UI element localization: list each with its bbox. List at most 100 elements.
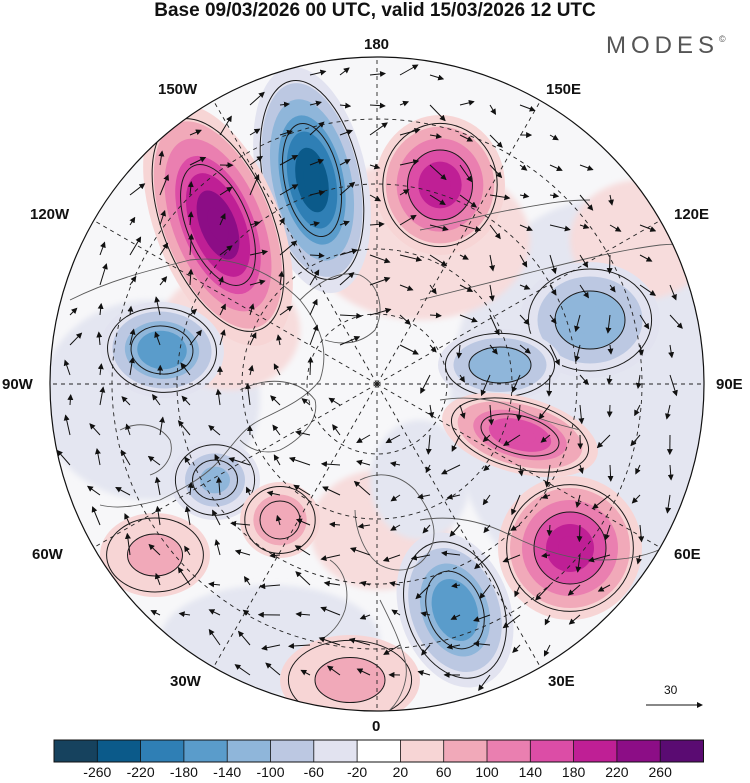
wind-vector	[97, 363, 104, 376]
wind-vector	[300, 669, 311, 676]
wind-vector	[391, 609, 401, 616]
coastline	[379, 599, 407, 711]
anomaly-contour	[244, 486, 316, 554]
meridian-line	[211, 383, 378, 671]
wind-vector	[188, 233, 195, 256]
wind-vector	[180, 362, 191, 376]
wind-vector	[541, 552, 551, 559]
wind-vector	[295, 430, 311, 436]
wind-vector	[446, 643, 461, 650]
anomaly-contour-inner	[314, 657, 386, 703]
wind-vector	[369, 307, 392, 316]
wind-vector	[473, 640, 491, 647]
wind-vector	[429, 224, 449, 232]
wind-vector	[382, 554, 401, 562]
wind-vector	[459, 164, 473, 183]
wind-vector-layer	[56, 64, 683, 692]
wind-vector	[189, 157, 207, 166]
wind-vector	[489, 164, 503, 179]
colorbar-label: -20	[346, 764, 368, 780]
wind-vector	[429, 312, 442, 319]
wind-vector	[357, 522, 371, 529]
wind-vector	[638, 524, 645, 543]
meridian-line	[376, 383, 543, 671]
coastline	[419, 199, 591, 231]
colorbar-swatch	[140, 740, 185, 762]
anomaly-band	[149, 340, 175, 360]
wind-vector	[483, 524, 491, 534]
wind-vector	[214, 453, 221, 466]
vector-scale-label: 30	[664, 683, 678, 697]
wind-vector	[248, 303, 255, 316]
wind-vector	[451, 434, 461, 452]
wind-vector	[339, 129, 354, 136]
wind-vector	[94, 448, 101, 466]
page-title: Base 09/03/2026 00 UTC, valid 15/03/2026…	[154, 0, 596, 21]
wind-vector	[459, 284, 474, 292]
wind-vector	[634, 404, 641, 417]
wind-vector	[309, 298, 318, 316]
wind-vector	[154, 331, 161, 346]
wind-vector	[228, 457, 251, 466]
colorbar-label: -60	[303, 764, 324, 780]
wind-vector	[127, 305, 134, 316]
wind-vector	[184, 505, 191, 526]
wind-vector	[549, 254, 557, 275]
wind-vector	[489, 224, 501, 240]
wind-vector	[369, 71, 386, 77]
wind-vector	[390, 494, 401, 502]
wind-vector	[519, 164, 528, 171]
wind-vector	[519, 344, 531, 354]
coastline	[354, 474, 435, 571]
wind-vector	[489, 194, 511, 201]
wind-vector	[216, 476, 222, 496]
wind-vector	[249, 173, 260, 196]
wind-vector	[429, 344, 437, 353]
wind-vector	[473, 614, 491, 622]
wind-vector	[339, 312, 363, 319]
wind-vector	[249, 249, 269, 256]
wind-vector	[609, 284, 616, 293]
colorbar-swatch	[573, 740, 618, 762]
wind-vector	[348, 637, 371, 646]
wind-vector	[535, 584, 551, 601]
wind-vector	[159, 174, 169, 196]
colorbar-swatch	[313, 740, 358, 762]
wind-vector	[121, 396, 131, 406]
wind-vector	[483, 464, 491, 472]
wind-vector	[429, 284, 437, 295]
wind-vector	[441, 464, 461, 475]
meridian-line	[90, 383, 378, 550]
wind-vector	[124, 532, 131, 556]
wind-vector	[429, 133, 443, 140]
colorbar-swatch	[97, 740, 142, 762]
wind-vector	[208, 628, 221, 646]
wind-vector	[639, 284, 657, 296]
wind-vector	[636, 554, 642, 565]
anomaly-high-northwest-atlantic	[100, 513, 210, 597]
coastline	[419, 517, 671, 561]
wind-vector	[538, 404, 551, 420]
wind-vector	[279, 155, 299, 166]
brand-logo: MODES©	[606, 32, 726, 60]
wind-vector	[383, 644, 401, 655]
wind-vector	[451, 582, 461, 589]
wind-vector	[399, 127, 421, 136]
lon-label-150e: 150E	[546, 81, 582, 98]
wind-vector	[631, 494, 641, 504]
coastline	[299, 273, 381, 344]
colorbar-swatch	[54, 740, 98, 762]
wind-vector	[425, 434, 432, 455]
colorbar-label: 220	[605, 764, 629, 780]
wind-vector	[544, 614, 551, 626]
wind-vector	[415, 584, 431, 600]
anomaly-high-kazakhstan	[498, 476, 642, 620]
wind-vector	[128, 357, 135, 376]
anomaly-low-canada-100w	[100, 301, 224, 399]
wind-vector	[544, 464, 551, 488]
wind-vector	[339, 159, 351, 166]
colorbar-label: -100	[256, 764, 285, 780]
wind-vector	[356, 434, 371, 443]
meridian-line	[376, 383, 664, 550]
wind-vector	[540, 434, 551, 443]
